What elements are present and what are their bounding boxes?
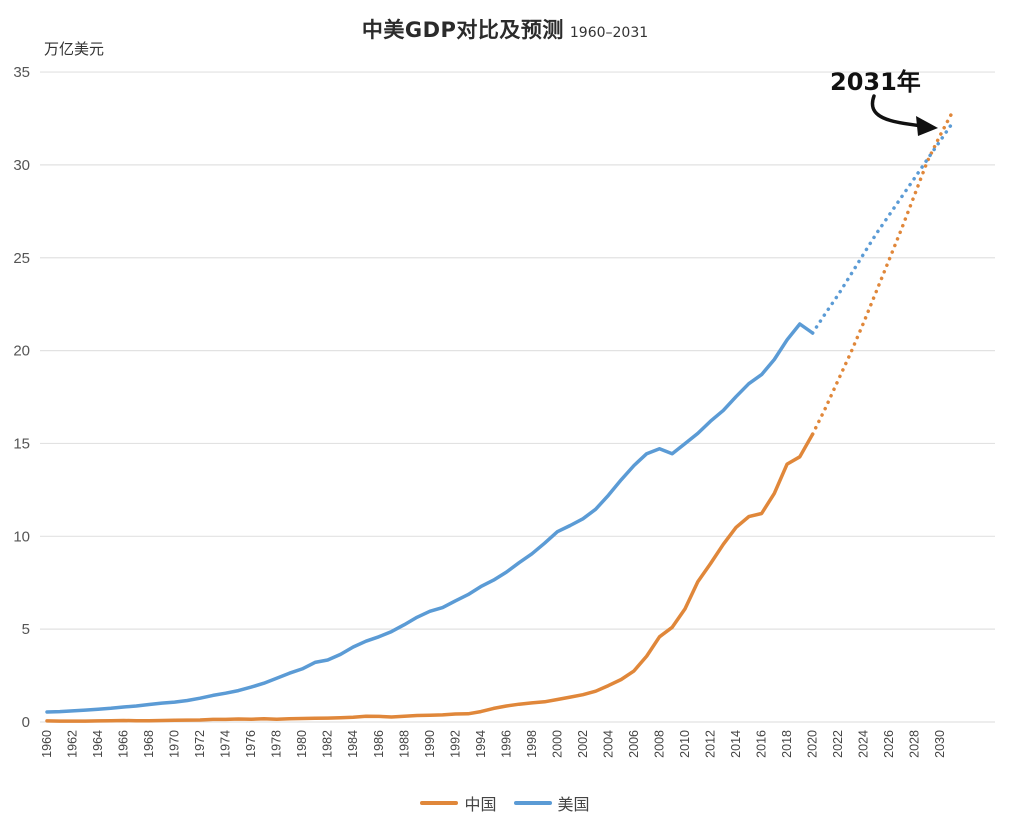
x-tick-label: 2010 xyxy=(678,730,692,758)
x-tick-label: 1964 xyxy=(91,730,105,758)
x-tick-label: 1992 xyxy=(448,730,462,758)
chart-subtitle: 1960–2031 xyxy=(569,25,649,41)
x-tick-label: 2004 xyxy=(601,730,615,758)
x-tick-label: 1998 xyxy=(525,730,539,758)
y-tick-label: 15 xyxy=(13,435,30,452)
x-tick-label: 1960 xyxy=(40,730,54,758)
x-tick-label: 2018 xyxy=(780,730,794,758)
y-axis-label: 万亿美元 xyxy=(44,40,105,58)
x-tick-label: 2006 xyxy=(627,730,641,758)
y-tick-label: 5 xyxy=(22,621,30,638)
x-tick-label: 1984 xyxy=(346,730,360,758)
series-line-china xyxy=(45,432,815,723)
gridlines xyxy=(40,71,995,723)
x-tick-label: 1990 xyxy=(423,730,437,758)
legend-label-china: 中国 xyxy=(464,795,497,814)
x-tick-label: 2014 xyxy=(729,730,743,758)
legend-item-china[interactable]: 中国 xyxy=(420,791,496,815)
y-tick-label: 25 xyxy=(13,250,30,267)
x-tick-label: 1968 xyxy=(142,730,156,758)
x-tick-label: 1974 xyxy=(219,730,233,758)
x-tick-label: 1972 xyxy=(193,730,207,758)
legend-swatch-usa xyxy=(513,801,552,805)
y-axis-ticks: 0 5 10 15 20 25 30 35 xyxy=(13,64,30,731)
annotation-arrow-icon xyxy=(870,94,924,128)
x-tick-label: 1978 xyxy=(270,730,284,758)
x-tick-label: 1982 xyxy=(321,730,335,758)
x-tick-label: 1966 xyxy=(117,730,131,758)
projection-line-usa xyxy=(810,120,955,335)
x-tick-label: 2026 xyxy=(882,730,896,758)
annotation-label: 2031年 xyxy=(830,68,921,96)
x-axis-ticks: 1960 1962 1964 1966 1968 1970 1972 1974 1976 1978… xyxy=(40,730,947,758)
x-tick-label: 1962 xyxy=(66,730,80,758)
x-tick-label: 1994 xyxy=(474,730,488,758)
legend-label-usa: 美国 xyxy=(557,795,590,814)
x-tick-label: 2000 xyxy=(550,730,564,758)
x-tick-label: 2008 xyxy=(652,730,666,758)
x-tick-label: 2016 xyxy=(755,730,769,758)
x-tick-label: 2024 xyxy=(857,730,871,758)
chart-title-main: 中美GDP对比及预测 xyxy=(361,18,564,42)
x-tick-label: 1986 xyxy=(372,730,386,758)
x-tick-label: 1996 xyxy=(499,730,513,758)
y-tick-label: 0 xyxy=(22,714,30,731)
x-tick-label: 2002 xyxy=(576,730,590,758)
y-tick-label: 35 xyxy=(13,64,30,81)
x-tick-label: 1980 xyxy=(295,730,309,758)
x-tick-label: 1976 xyxy=(244,730,258,758)
x-tick-label: 2020 xyxy=(806,730,820,758)
annotation-arrowhead-icon xyxy=(916,116,938,136)
legend-swatch-china xyxy=(420,801,459,805)
y-tick-label: 20 xyxy=(13,343,30,360)
x-tick-label: 2022 xyxy=(831,730,845,758)
x-tick-label: 1988 xyxy=(397,730,411,758)
y-tick-label: 30 xyxy=(13,157,30,174)
chart-title: 中美GDP对比及预测 1960–2031 xyxy=(0,14,1010,44)
x-tick-label: 2030 xyxy=(933,730,947,758)
legend-item-usa[interactable]: 美国 xyxy=(513,791,590,815)
annotation: 2031年 xyxy=(830,68,938,136)
legend: 中国 美国 xyxy=(0,790,1010,815)
x-tick-label: 2012 xyxy=(704,730,718,758)
y-tick-label: 10 xyxy=(13,528,30,545)
x-tick-label: 2028 xyxy=(908,730,922,758)
x-tick-label: 1970 xyxy=(168,730,182,758)
series-line-usa xyxy=(45,322,815,714)
series-lines xyxy=(45,109,955,723)
projection-line-china xyxy=(810,109,955,436)
